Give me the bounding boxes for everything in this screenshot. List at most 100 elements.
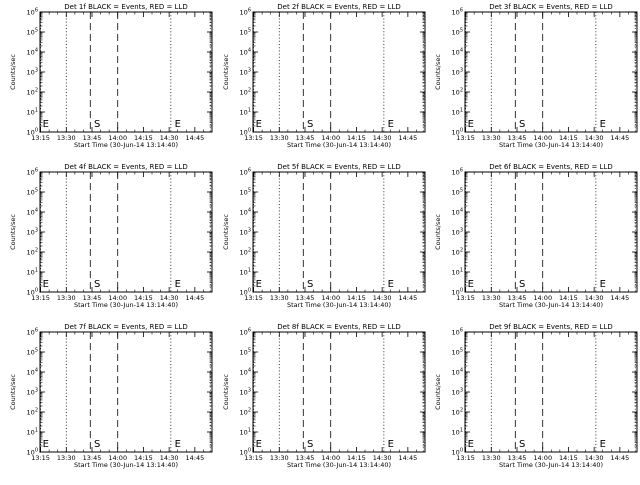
y-tick-label: 106: [452, 328, 463, 337]
y-tick-label: 103: [452, 68, 463, 77]
x-tick-label: 13:15: [456, 134, 475, 142]
y-tick-label: 105: [240, 348, 251, 357]
x-tick-label: 14:45: [185, 454, 204, 462]
x-axis-label: Start Time (30-Jun-14 13:14:40): [499, 301, 603, 309]
y-tick-exponent: 1: [460, 428, 463, 434]
y-tick-label: 103: [27, 228, 38, 237]
y-tick-exponent: 2: [248, 88, 251, 94]
marker-e: E: [600, 119, 606, 130]
y-tick-label: 105: [27, 28, 38, 37]
y-tick-label: 104: [27, 368, 38, 377]
y-tick-exponent: 4: [248, 48, 251, 54]
y-axis-label: Counts/sec: [9, 54, 17, 90]
y-tick-label: 105: [240, 188, 251, 197]
plot-frame: [39, 171, 213, 293]
marker-e: E: [43, 279, 49, 290]
y-tick-exponent: 0: [460, 448, 463, 454]
y-tick-label: 106: [27, 168, 38, 177]
x-tick-label: 13:30: [57, 454, 76, 462]
x-tick-label: 14:45: [610, 294, 629, 302]
marker-s: S: [519, 279, 525, 290]
x-tick-label: 13:45: [83, 134, 102, 142]
marker-s: S: [307, 439, 313, 450]
x-tick-label: 13:15: [244, 454, 263, 462]
x-tick-label: 14:30: [373, 294, 392, 302]
x-tick-label: 14:45: [398, 454, 417, 462]
y-tick-label: 103: [240, 388, 251, 397]
plot-frame: [464, 331, 638, 453]
y-tick-label: 100: [452, 288, 463, 297]
x-tick-label: 14:30: [373, 454, 392, 462]
y-tick-label: 105: [452, 28, 463, 37]
y-tick-exponent: 4: [460, 208, 463, 214]
y-tick-exponent: 0: [248, 448, 251, 454]
x-tick-label: 14:15: [347, 454, 366, 462]
x-tick-label: 13:15: [31, 294, 50, 302]
plot-frame: [252, 11, 426, 133]
chart-panel-1: Det 1f BLACK = Events, RED = LLD10010110…: [9, 3, 213, 149]
y-tick-label: 106: [240, 328, 251, 337]
x-tick-label: 13:15: [456, 294, 475, 302]
x-axis-label: Start Time (30-Jun-14 13:14:40): [499, 141, 603, 149]
y-tick-label: 102: [452, 408, 463, 417]
x-tick-label: 13:15: [456, 454, 475, 462]
x-tick-label: 13:30: [270, 134, 289, 142]
x-tick-label: 13:30: [482, 294, 501, 302]
chart-title: Det 7f BLACK = Events, RED = LLD: [64, 323, 187, 331]
y-tick-label: 101: [452, 268, 463, 277]
x-tick-label: 14:00: [533, 454, 552, 462]
x-tick-label: 13:45: [508, 134, 527, 142]
y-tick-label: 104: [240, 208, 251, 217]
y-tick-exponent: 3: [248, 228, 251, 234]
y-tick-exponent: 4: [35, 48, 38, 54]
chart-panel-9: Det 9f BLACK = Events, RED = LLD10010110…: [434, 323, 638, 469]
y-tick-label: 106: [27, 328, 38, 337]
y-tick-exponent: 0: [460, 128, 463, 134]
y-tick-label: 105: [27, 348, 38, 357]
y-tick-exponent: 1: [35, 108, 38, 114]
y-tick-exponent: 6: [35, 8, 38, 14]
marker-e: E: [175, 439, 181, 450]
y-tick-label: 101: [240, 268, 251, 277]
chart-panel-6: Det 6f BLACK = Events, RED = LLD10010110…: [434, 163, 638, 309]
y-tick-exponent: 1: [35, 428, 38, 434]
y-tick-exponent: 1: [460, 108, 463, 114]
marker-s: S: [519, 119, 525, 130]
y-tick-exponent: 5: [460, 188, 463, 194]
y-tick-exponent: 4: [35, 208, 38, 214]
x-axis-label: Start Time (30-Jun-14 13:14:40): [499, 461, 603, 469]
y-tick-exponent: 0: [248, 128, 251, 134]
y-tick-exponent: 5: [35, 28, 38, 34]
marker-e: E: [43, 119, 49, 130]
plot-frame: [464, 11, 638, 133]
y-tick-label: 104: [240, 48, 251, 57]
plot-frame: [252, 171, 426, 293]
x-tick-label: 14:00: [321, 134, 340, 142]
x-tick-label: 14:30: [585, 454, 604, 462]
marker-e: E: [388, 279, 394, 290]
y-tick-exponent: 4: [460, 48, 463, 54]
chart-title: Det 4f BLACK = Events, RED = LLD: [64, 163, 187, 171]
y-tick-label: 103: [452, 228, 463, 237]
y-tick-exponent: 0: [35, 288, 38, 294]
x-tick-label: 13:45: [83, 454, 102, 462]
y-tick-exponent: 3: [460, 228, 463, 234]
x-tick-label: 13:45: [296, 294, 315, 302]
marker-e: E: [468, 439, 474, 450]
marker-s: S: [307, 119, 313, 130]
x-tick-label: 14:15: [134, 454, 153, 462]
plot-frame: [39, 331, 213, 453]
y-axis-label: Counts/sec: [222, 214, 230, 250]
marker-e: E: [388, 439, 394, 450]
x-tick-label: 14:15: [559, 134, 578, 142]
y-tick-label: 106: [240, 168, 251, 177]
y-tick-exponent: 6: [460, 8, 463, 14]
y-tick-label: 104: [27, 208, 38, 217]
x-tick-label: 14:15: [559, 294, 578, 302]
x-tick-label: 14:45: [398, 294, 417, 302]
marker-e: E: [256, 279, 262, 290]
y-tick-label: 104: [452, 368, 463, 377]
y-tick-label: 106: [452, 8, 463, 17]
y-tick-label: 104: [452, 208, 463, 217]
x-tick-label: 13:15: [31, 134, 50, 142]
